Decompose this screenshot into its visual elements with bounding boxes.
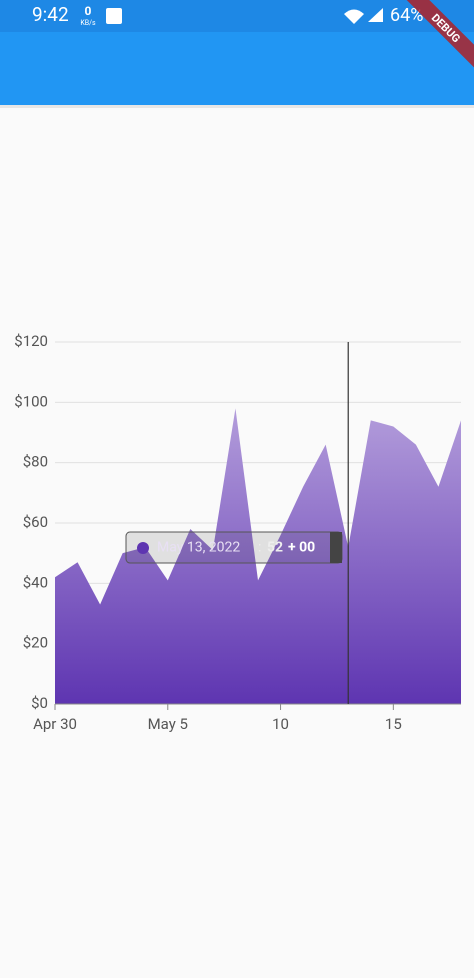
y-tick-label: $80: [23, 453, 48, 471]
x-tick-label: Apr 30: [33, 715, 77, 733]
tooltip-separator: :: [258, 540, 261, 556]
debug-ribbon: [397, 0, 474, 77]
x-tick-label: 15: [385, 715, 402, 733]
area: [55, 408, 461, 704]
tooltip-extra: + 00: [288, 540, 315, 556]
tooltip-value: 52: [267, 540, 283, 556]
chart: $0 $20 $40 $60 $80 $100 $120 Apr 30 May 5 10 15 May…: [14, 332, 461, 733]
y-tick-label: $0: [31, 694, 48, 712]
notification-icon: [106, 8, 122, 24]
net-speed: 0: [85, 4, 92, 18]
net-unit: KB/s: [80, 19, 96, 27]
status-time: 9:42: [32, 3, 69, 26]
x-tick-label: 10: [272, 715, 289, 733]
app-bar-shadow: [0, 105, 474, 108]
x-tick-label: May 5: [148, 715, 188, 733]
y-tick-label: $20: [23, 634, 48, 652]
app-bar: [0, 32, 474, 105]
y-tick-label: $60: [23, 513, 48, 531]
y-tick-label: $40: [23, 573, 48, 591]
battery-text: 64%: [390, 5, 423, 26]
tooltip-tab: [330, 532, 342, 563]
tooltip: May 13, 2022:52 + 00: [125, 531, 343, 564]
wifi-icon: [344, 9, 364, 24]
tooltip-label: May 13, 2022: [157, 540, 240, 556]
signal-icon: [368, 8, 383, 22]
y-tick-label: $100: [14, 392, 48, 410]
status-bar: [0, 0, 474, 32]
tooltip-marker: [137, 542, 149, 554]
y-tick-label: $120: [14, 332, 48, 350]
